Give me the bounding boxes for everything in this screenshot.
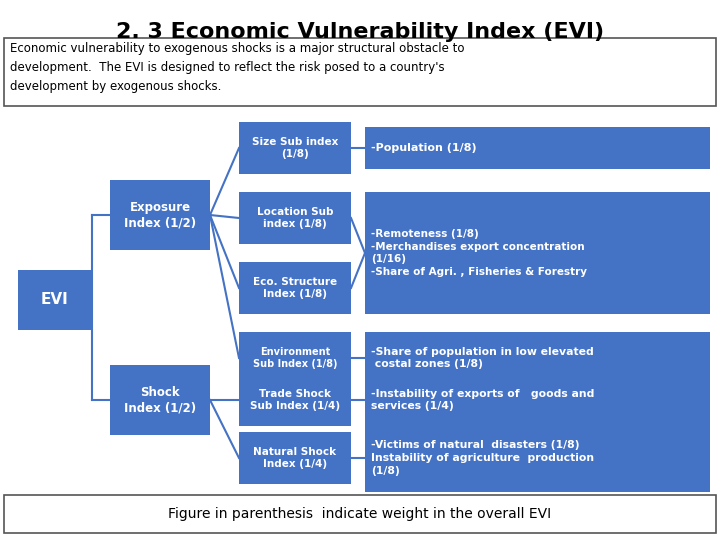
- Text: -Share of population in low elevated
 costal zones (1/8): -Share of population in low elevated cos…: [371, 347, 594, 369]
- Bar: [110, 365, 210, 435]
- Bar: [17, 270, 92, 330]
- Bar: [239, 192, 351, 244]
- Bar: [4, 38, 716, 106]
- Bar: [110, 180, 210, 250]
- Text: Size Sub index
(1/8): Size Sub index (1/8): [252, 137, 338, 159]
- Text: Figure in parenthesis  indicate weight in the overall EVI: Figure in parenthesis indicate weight in…: [168, 507, 552, 521]
- Text: Eco. Structure
Index (1/8): Eco. Structure Index (1/8): [253, 277, 337, 299]
- Bar: [239, 432, 351, 484]
- Text: -Remoteness (1/8)
-Merchandises export concentration
(1/16)
-Share of Agri. , Fi: -Remoteness (1/8) -Merchandises export c…: [371, 229, 587, 277]
- Text: -Instability of exports of   goods and
services (1/4): -Instability of exports of goods and ser…: [371, 389, 595, 411]
- Text: -Victims of natural  disasters (1/8)
Instability of agriculture  production
(1/8: -Victims of natural disasters (1/8) Inst…: [371, 440, 594, 476]
- Bar: [239, 262, 351, 314]
- Text: 2. 3 Economic Vulnerability Index (EVI): 2. 3 Economic Vulnerability Index (EVI): [116, 22, 604, 42]
- Text: Trade Shock
Sub Index (1/4): Trade Shock Sub Index (1/4): [250, 389, 340, 411]
- Text: Exposure
Index (1/2): Exposure Index (1/2): [124, 200, 196, 230]
- Bar: [4, 495, 716, 533]
- Bar: [365, 374, 710, 426]
- Bar: [365, 127, 710, 169]
- Text: -Population (1/8): -Population (1/8): [371, 143, 477, 153]
- Text: EVI: EVI: [41, 293, 69, 307]
- Bar: [239, 122, 351, 174]
- Text: Location Sub
index (1/8): Location Sub index (1/8): [257, 207, 333, 229]
- Text: Environment
Sub Index (1/8): Environment Sub Index (1/8): [253, 347, 337, 369]
- Text: Economic vulnerability to exogenous shocks is a major structural obstacle to
dev: Economic vulnerability to exogenous shoc…: [10, 42, 464, 93]
- Bar: [239, 374, 351, 426]
- Bar: [365, 332, 710, 384]
- Bar: [365, 424, 710, 492]
- Text: Natural Shock
Index (1/4): Natural Shock Index (1/4): [253, 447, 336, 469]
- Bar: [239, 332, 351, 384]
- Text: Shock
Index (1/2): Shock Index (1/2): [124, 386, 196, 415]
- Bar: [365, 192, 710, 314]
